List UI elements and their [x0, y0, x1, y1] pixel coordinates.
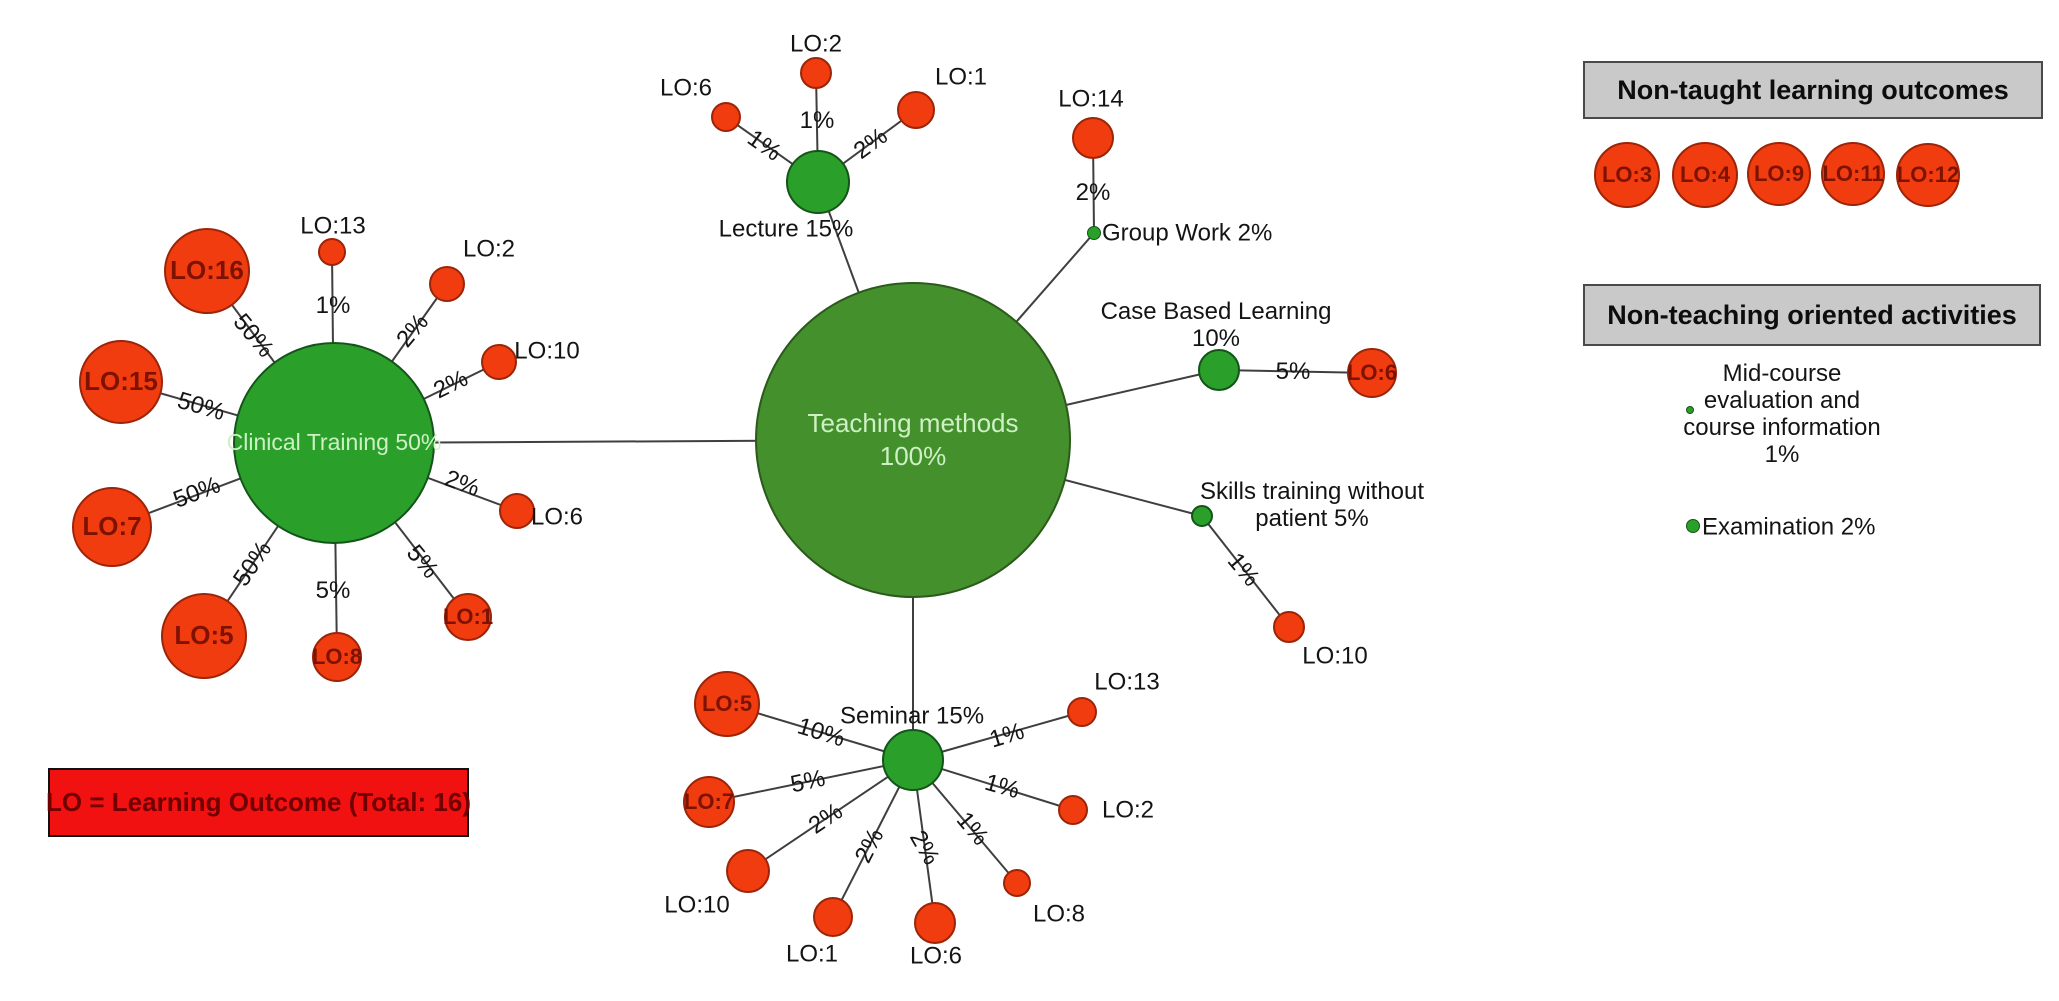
outcome-node-m-lo2: [1058, 795, 1088, 825]
node-label-s-lo10: LO:10: [1302, 642, 1368, 670]
edge-label-lecture-l-lo2: 1%: [799, 107, 835, 134]
edge-label-cbl-b-lo6: 5%: [1275, 358, 1311, 385]
node-label-l-lo2: LO:2: [789, 30, 843, 58]
outcome-node-m-lo13: [1067, 697, 1097, 727]
outcome-node-c-lo13: [318, 238, 346, 266]
outcome-node-l-lo1: [897, 91, 935, 129]
outcome-node-c-lo10: [481, 344, 517, 380]
node-label-cbl: Case Based Learning 10%: [1100, 298, 1332, 352]
method-node-seminar: [882, 729, 944, 791]
edge-label-groupwork-g-lo14: 2%: [1075, 179, 1111, 206]
method-node-groupwork: [1087, 226, 1101, 240]
node-label-l-lo1: LO:1: [934, 63, 988, 91]
outcome-node-c-lo16: LO:16: [164, 228, 250, 314]
node-label-groupwork: Group Work 2%: [1102, 219, 1273, 247]
node-label-exam: Examination 2%: [1702, 513, 1876, 541]
method-node-lecture: [786, 150, 850, 214]
outcome-node-m-lo1: [813, 897, 853, 937]
outcome-node-nt-lo9: LO:9: [1747, 142, 1811, 206]
non-teaching-panel-header: Non-teaching oriented activities: [1583, 284, 2041, 346]
edge-label-clinical-c-lo13: 1%: [315, 292, 351, 319]
node-label-m-lo2: LO:2: [1101, 796, 1155, 824]
node-label-lecture: Lecture 15%: [718, 215, 854, 243]
method-node-skills: [1191, 505, 1213, 527]
outcome-node-c-lo15: LO:15: [79, 340, 163, 424]
outcome-node-c-lo6: [499, 493, 535, 529]
outcome-node-c-lo8: LO:8: [312, 632, 362, 682]
method-node-teaching: Teaching methods 100%: [755, 282, 1071, 598]
node-label-m-lo6: LO:6: [909, 942, 963, 970]
node-label-c-lo13: LO:13: [300, 212, 366, 240]
outcome-node-c-lo7: LO:7: [72, 487, 152, 567]
outcome-node-m-lo5: LO:5: [694, 671, 760, 737]
outcome-node-l-lo6: [711, 102, 741, 132]
edge-cbl-b-lo6: [1218, 369, 1373, 374]
outcome-node-m-lo8: [1003, 869, 1031, 897]
node-label-c-lo10: LO:10: [514, 337, 580, 365]
edge-seminar-m-lo10: [747, 759, 914, 872]
node-label-m-lo1: LO:1: [785, 940, 839, 968]
outcome-node-b-lo6: LO:6: [1347, 348, 1397, 398]
legend-box: LO = Learning Outcome (Total: 16): [46, 768, 471, 837]
outcome-node-s-lo10: [1273, 611, 1305, 643]
outcome-node-g-lo14: [1072, 117, 1114, 159]
non-taught-panel-header: Non-taught learning outcomes: [1583, 61, 2043, 119]
outcome-node-nt-lo11: LO:11: [1821, 142, 1885, 206]
outcome-node-nt-lo12: LO:12: [1896, 143, 1960, 207]
outcome-node-nt-lo4: LO:4: [1672, 142, 1738, 208]
outcome-node-nt-lo3: LO:3: [1594, 142, 1660, 208]
edge-seminar-m-lo7: [708, 759, 914, 803]
node-label-skills: Skills training without patient 5%: [1199, 478, 1425, 532]
node-label-m-lo10: LO:10: [664, 891, 730, 919]
outcome-node-c-lo1: LO:1: [443, 593, 493, 641]
outcome-node-m-lo7: LO:7: [683, 776, 735, 828]
edge-label-clinical-c-lo8: 5%: [315, 577, 351, 604]
outcome-node-m-lo10: [726, 849, 770, 893]
method-node-clinical: Clinical Training 50%: [227, 342, 441, 544]
node-label-g-lo14: LO:14: [1058, 85, 1124, 113]
node-label-l-lo6: LO:6: [659, 74, 713, 102]
edge-skills-s-lo10: [1201, 515, 1290, 628]
outcome-node-l-lo2: [800, 57, 832, 89]
node-label-m-lo8: LO:8: [1032, 900, 1086, 928]
node-label-m-lo13: LO:13: [1094, 668, 1160, 696]
method-node-exam: [1686, 519, 1700, 533]
outcome-node-c-lo5: LO:5: [161, 593, 247, 679]
outcome-node-m-lo6: [914, 902, 956, 944]
node-label-c-lo2: LO:2: [462, 235, 516, 263]
method-node-cbl: [1198, 349, 1240, 391]
outcome-node-c-lo2: [429, 266, 465, 302]
node-label-midcourse: Mid-course evaluation and course informa…: [1683, 360, 1881, 468]
method-node-midcourse: [1686, 406, 1694, 414]
node-label-c-lo6: LO:6: [530, 503, 584, 531]
node-label-seminar: Seminar 15%: [839, 702, 985, 730]
